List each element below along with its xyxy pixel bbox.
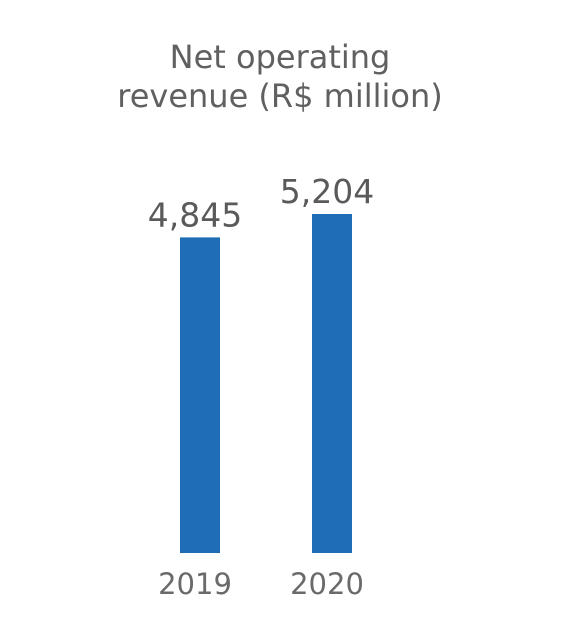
chart-title-line-1: Net operating bbox=[169, 38, 391, 76]
category-label-2019: 2019 bbox=[158, 567, 232, 601]
bar-2019 bbox=[180, 237, 220, 553]
bar-2020 bbox=[312, 214, 352, 553]
category-label-2020: 2020 bbox=[290, 567, 364, 601]
chart-title: Net operating revenue (R$ million) bbox=[60, 38, 500, 116]
chart-title-line-2: revenue (R$ million) bbox=[117, 77, 443, 115]
value-label-2019: 4,845 bbox=[148, 195, 242, 234]
value-label-2020: 5,204 bbox=[280, 172, 374, 211]
